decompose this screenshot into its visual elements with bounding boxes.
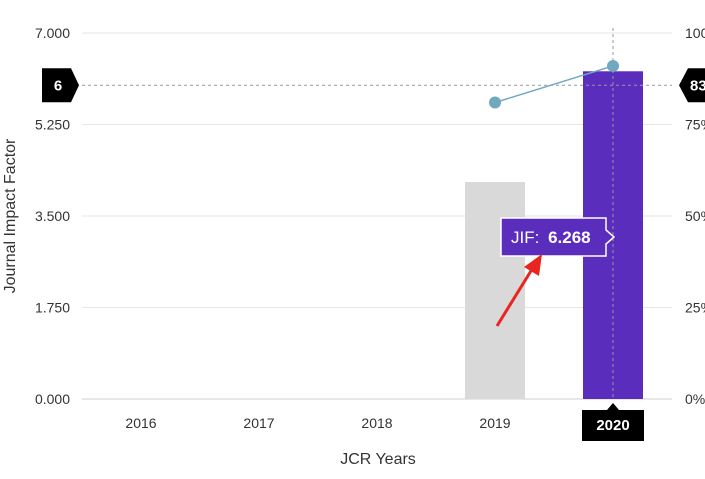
markers-layer: 6 83 2020 [42, 68, 705, 441]
svg-text:JIF: 6.268: JIF: 6.268 [511, 228, 591, 247]
y-tick-label: 3.500 [35, 208, 70, 224]
crosshair-layer [82, 28, 672, 399]
crosshair-y-marker [42, 68, 79, 103]
y-tick-label: 7.000 [35, 25, 70, 41]
ticks-layer: 0.000 1.750 3.500 5.250 7.000 0% 25% 50% 75% 100%… [35, 25, 705, 431]
line-series [494, 65, 614, 104]
tooltip-value: 6.268 [548, 228, 591, 247]
crosshair-y-label: 6 [54, 77, 62, 94]
crosshair-x-marker [582, 403, 644, 441]
y2-tick-label: 100% [685, 25, 705, 41]
tooltip-box [500, 217, 616, 257]
y-axis-title: Journal Impact Factor [2, 138, 19, 293]
tooltip-label: JIF: [511, 228, 539, 247]
crosshair-y2-marker [679, 68, 705, 103]
y-tick-label: 1.750 [35, 300, 70, 316]
y-tick-label: 0.000 [35, 391, 70, 407]
x-tick-label: 2017 [243, 415, 274, 431]
crosshair-x-label: 2020 [596, 417, 629, 434]
jif-tooltip[interactable]: JIF: 6.268 [500, 217, 616, 257]
line-point [607, 59, 619, 72]
line-layer [489, 59, 619, 109]
bar [465, 182, 525, 399]
line-point [489, 96, 501, 109]
x-tick-label: 2018 [361, 415, 392, 431]
y-tick-label: 5.250 [35, 117, 70, 133]
x-tick-label: 2016 [125, 415, 156, 431]
watermark: 知乎用户 [600, 444, 672, 465]
y2-tick-label: 75% [685, 117, 705, 133]
annotation-arrow [495, 254, 542, 327]
grid-layer [82, 32, 672, 400]
crosshair-y2-label: 83 [690, 77, 705, 94]
y2-tick-label: 50% [685, 208, 705, 224]
y2-tick-label: 25% [685, 300, 705, 316]
x-axis-title: JCR Years [340, 451, 416, 468]
y2-tick-label: 0% [685, 391, 705, 407]
x-tick-label: 2019 [479, 415, 510, 431]
